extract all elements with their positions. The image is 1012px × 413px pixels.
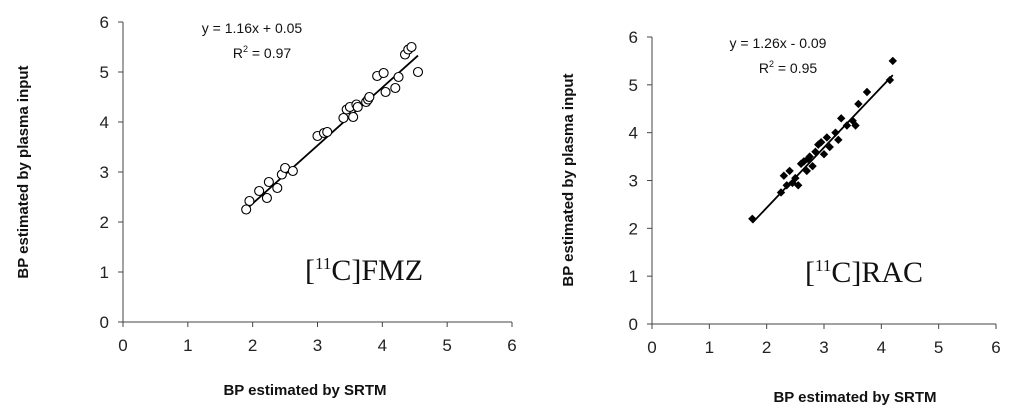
r-squared-exponent: 2 [769, 59, 774, 69]
data-point [348, 111, 359, 123]
data-point [842, 121, 852, 130]
y-tick-label: 6 [629, 28, 638, 47]
x-tick-label: 0 [118, 336, 127, 355]
x-tick-label: 5 [934, 338, 943, 357]
tracer-bracket: [ [805, 256, 815, 289]
y-tick-label: 4 [100, 113, 109, 132]
x-tick-label: 5 [442, 336, 451, 355]
tracer-name: C]FMZ [331, 254, 423, 287]
data-point [888, 56, 897, 66]
x-axis-label: BP estimated by SRTM [773, 389, 936, 406]
r-squared: R2 = 0.95 [759, 59, 818, 76]
data-point [378, 67, 389, 79]
tracer-isotope: 11 [315, 254, 331, 273]
r-squared-value: = 0.97 [248, 45, 291, 61]
y-tick-label: 0 [100, 313, 109, 332]
data-point [322, 126, 333, 138]
x-tick-label: 4 [378, 336, 387, 355]
x-tick-label: 1 [183, 336, 192, 355]
x-tick-label: 2 [762, 338, 771, 357]
data-point [272, 182, 283, 194]
x-tick-label: 2 [248, 336, 257, 355]
data-point [831, 128, 840, 137]
y-tick-label: 6 [100, 13, 109, 32]
data-point [338, 112, 349, 124]
data-point [834, 135, 843, 145]
data-point [794, 181, 803, 190]
trendline [751, 74, 894, 224]
data-point [791, 173, 800, 183]
data-point [785, 166, 794, 176]
x-tick-label: 3 [313, 336, 322, 355]
data-point [854, 99, 863, 109]
data-point [380, 86, 391, 98]
data-point [822, 133, 832, 142]
data-point [851, 121, 860, 130]
data-point [244, 195, 255, 207]
r-squared-letter: R [233, 45, 243, 61]
x-axis-label: BP estimated by SRTM [223, 382, 386, 399]
data-point [811, 147, 820, 156]
chart-panel-2: 0 1 2 3 4 5 6 0 1 2 3 4 5 6 BP estimated by SRTM BP est… [560, 28, 1001, 406]
data-point [393, 71, 404, 83]
data-point [837, 114, 846, 123]
data-point [287, 165, 298, 177]
tracer-isotope: 11 [815, 256, 831, 275]
data-point [814, 140, 823, 149]
y-tick-label: 3 [100, 163, 109, 182]
x-tick-label: 1 [705, 338, 714, 357]
data-point [802, 166, 811, 176]
data-point [805, 152, 814, 161]
tracer-name: C]RAC [831, 256, 923, 289]
r-squared: R2 = 0.97 [233, 44, 292, 61]
r-squared-exponent: 2 [243, 44, 248, 54]
data-point [819, 149, 829, 159]
y-tick-label: 3 [629, 172, 638, 191]
data-point [862, 87, 872, 97]
data-point [808, 161, 817, 171]
data-point [254, 185, 265, 197]
chart-panel-1: 0 1 2 3 4 5 6 0 1 2 3 4 5 6 BP estimated by SRTM BP est… [15, 13, 517, 399]
regression-equation: y = 1.16x + 0.05 [202, 20, 303, 36]
x-tick-label: 6 [991, 338, 1000, 357]
y-tick-label: 5 [100, 63, 109, 82]
data-point [825, 142, 834, 152]
data-point [412, 66, 424, 78]
data-point [406, 41, 417, 53]
regression-equation: y = 1.26x - 0.09 [730, 35, 827, 51]
x-tick-label: 4 [877, 338, 886, 357]
data-point [885, 75, 895, 85]
y-tick-label: 1 [100, 263, 109, 282]
data-point [263, 176, 274, 188]
x-tick-label: 0 [647, 338, 656, 357]
data-point [779, 171, 789, 180]
data-point [816, 138, 826, 147]
r-squared-letter: R [759, 60, 769, 76]
data-point [782, 181, 791, 190]
tracer-label: [11C]RAC [805, 256, 923, 289]
x-tick-label: 6 [507, 336, 516, 355]
y-tick-label: 2 [100, 213, 109, 232]
y-tick-label: 2 [629, 219, 638, 238]
data-point [241, 204, 252, 215]
data-point [748, 214, 757, 223]
data-point [364, 91, 375, 103]
data-point [261, 192, 272, 204]
tracer-bracket: [ [305, 254, 315, 287]
tracer-label: [11C]FMZ [305, 254, 423, 287]
data-point [390, 82, 401, 94]
y-axis-label: BP estimated by plasma input [560, 73, 577, 286]
x-tick-label: 3 [819, 338, 828, 357]
y-tick-label: 1 [629, 267, 638, 286]
y-axis-label: BP estimated by plasma input [15, 65, 32, 278]
y-tick-label: 5 [629, 76, 638, 95]
y-tick-label: 4 [629, 124, 638, 143]
data-point [352, 101, 363, 113]
y-tick-label: 0 [629, 315, 638, 334]
data-point [776, 188, 786, 197]
r-squared-value: = 0.95 [774, 60, 817, 76]
